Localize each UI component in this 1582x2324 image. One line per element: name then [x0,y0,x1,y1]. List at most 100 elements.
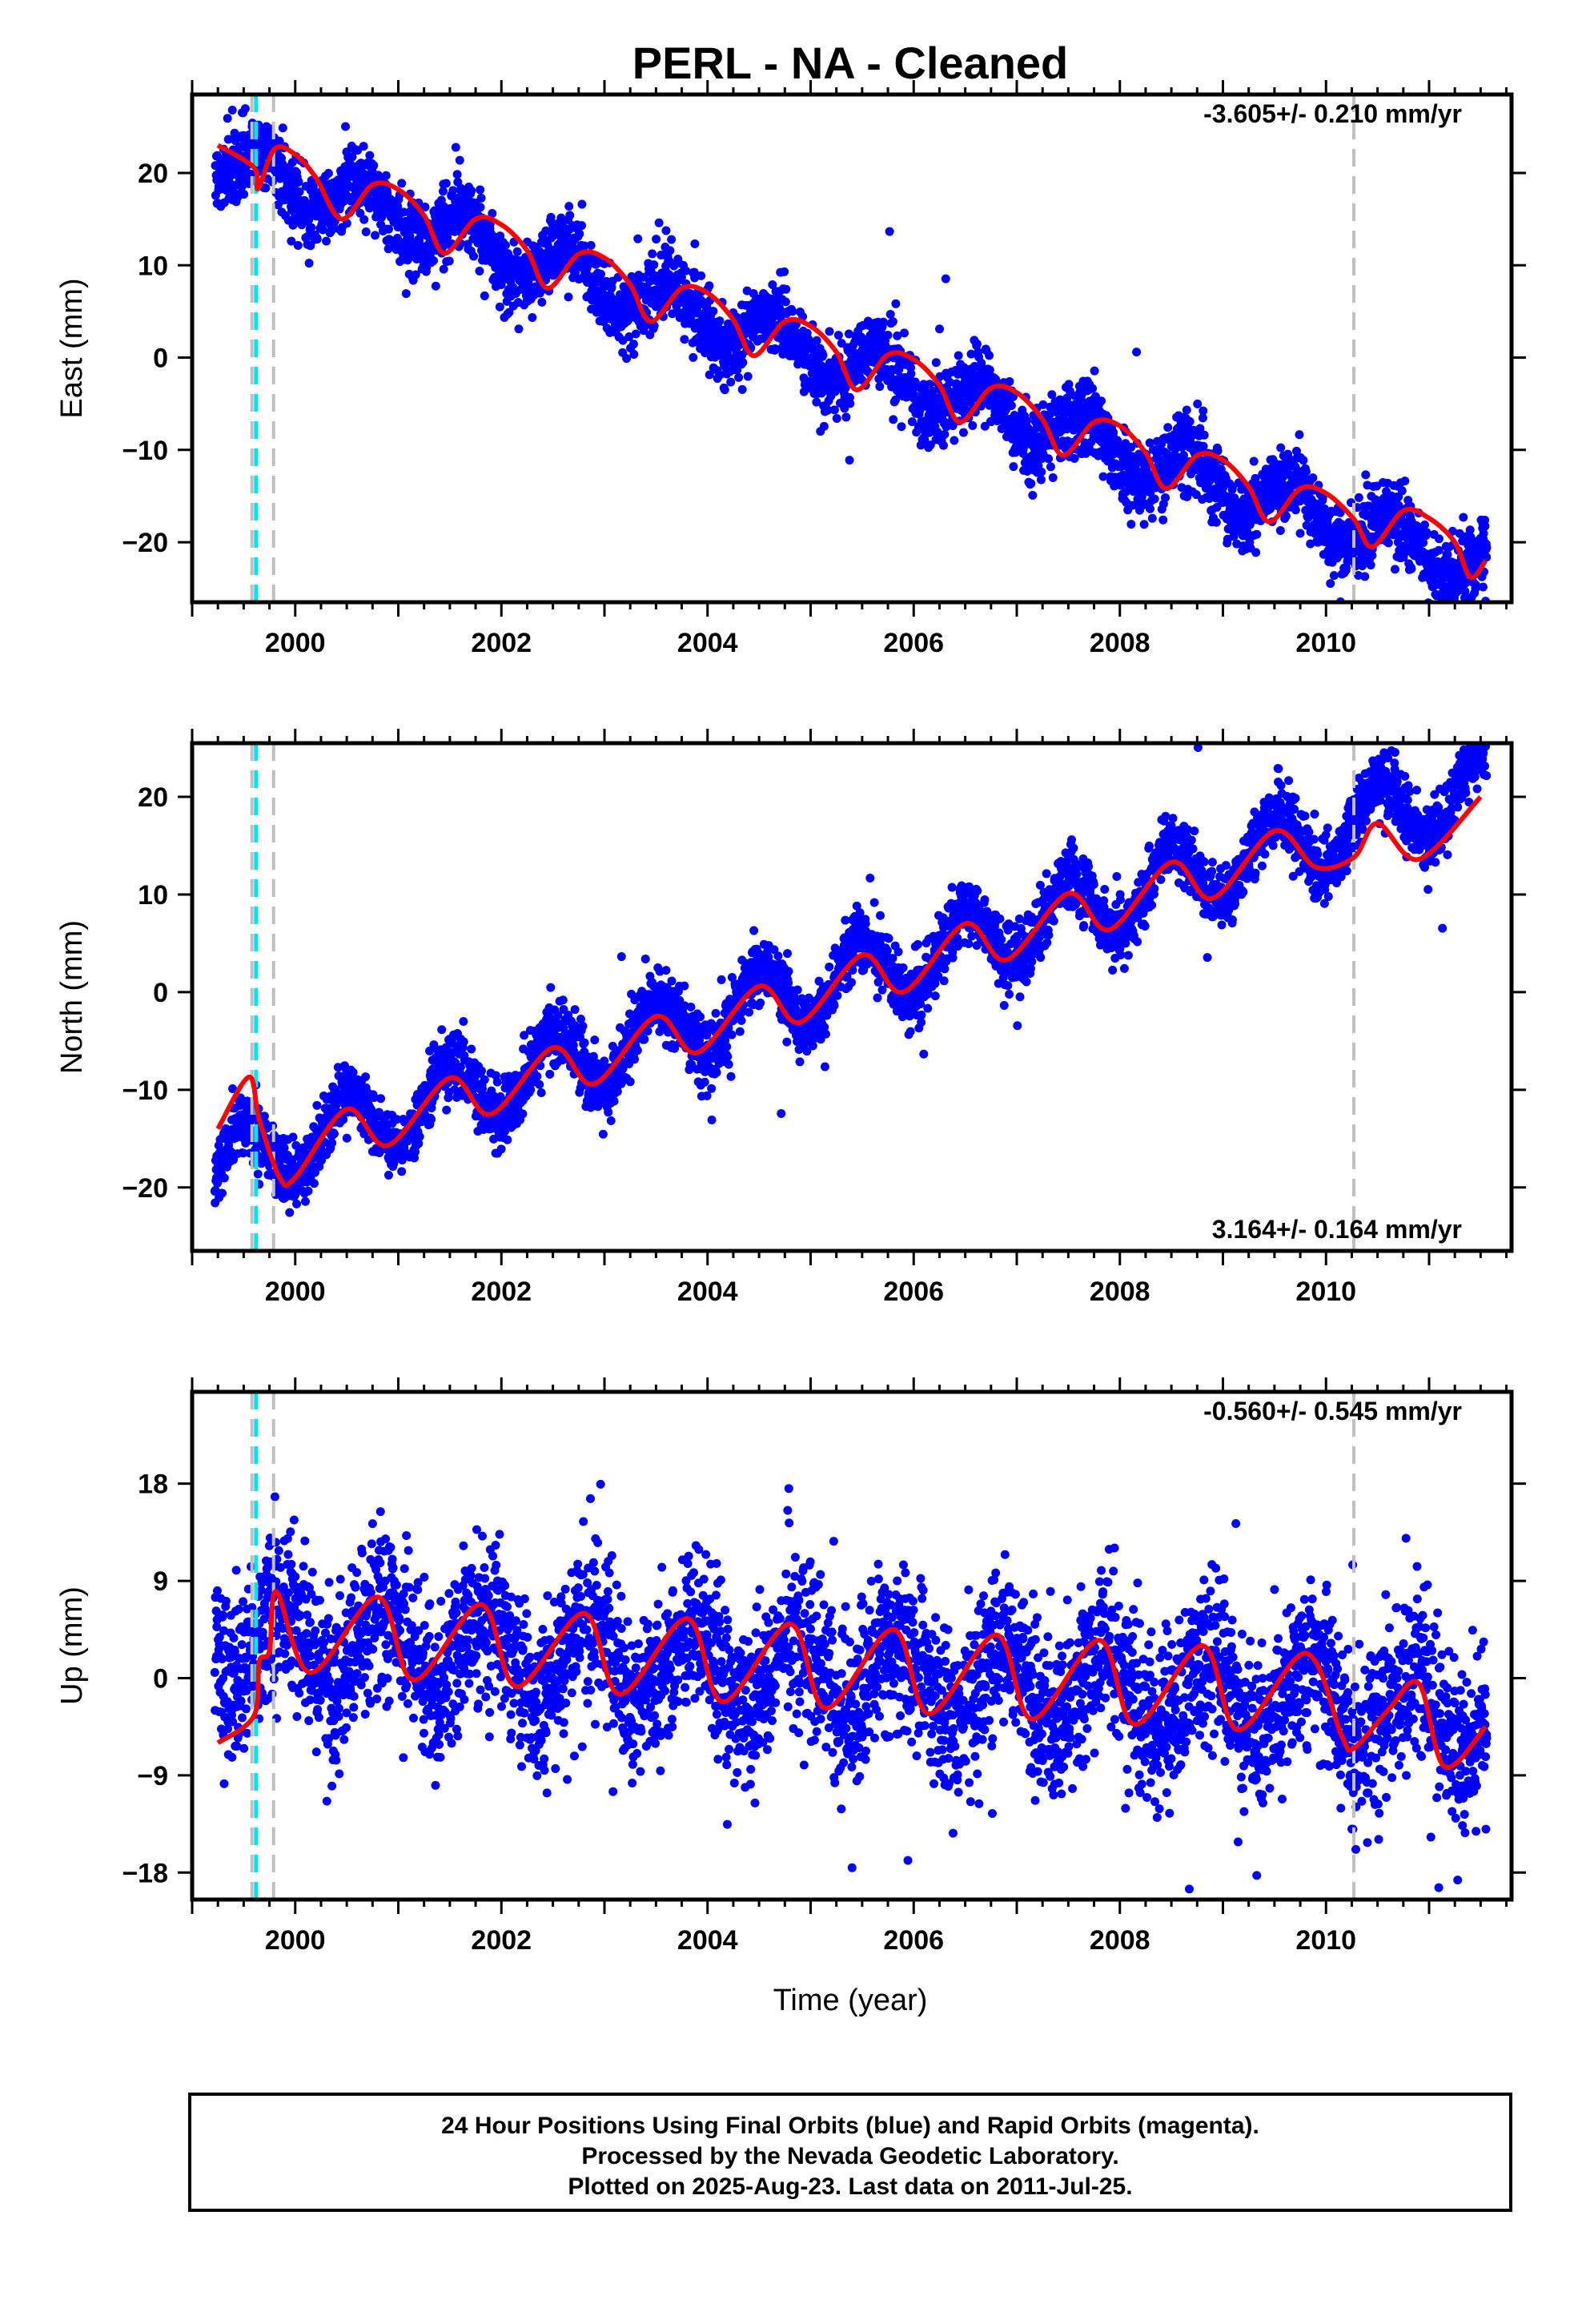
data-point [1158,515,1168,525]
data-point [285,1208,295,1217]
data-point [1308,473,1318,483]
data-point [1150,494,1159,504]
north-panel: 2000 2002 2004 2006 2008 2010−20−1001020North… [55,729,1526,1307]
data-point [307,223,316,232]
data-point [1126,520,1136,529]
data-point [629,349,639,359]
data-point [845,399,855,408]
data-point [318,225,327,235]
data-point [1211,517,1221,527]
data-point [1132,348,1142,357]
data-point [303,231,312,241]
data-point [1090,366,1099,376]
data-point [1455,529,1464,538]
data-point [743,372,753,381]
data-point [931,358,941,368]
data-point [369,161,379,171]
data-point [287,206,297,215]
data-point [1145,438,1154,448]
data-point [1329,571,1339,581]
data-point [295,187,304,196]
data-point [452,170,462,179]
data-point [1146,504,1155,513]
data-point [341,122,351,131]
data-point [535,247,544,256]
data-point [596,269,606,279]
data-point [737,384,747,394]
data-point [495,302,504,312]
y-tick-label: 10 [138,251,168,281]
data-point [715,370,725,380]
data-point [586,240,596,250]
data-point [476,185,485,195]
data-point [665,246,675,255]
data-point [1480,521,1490,531]
data-point [1098,472,1108,481]
data-point [654,218,664,227]
data-point [312,1100,322,1110]
data-point [1036,475,1046,485]
data-point [622,354,632,364]
data-point [1009,462,1018,472]
x-tick-label: 2004 [677,1277,738,1307]
data-point [1367,551,1377,561]
y-tick-label: −20 [122,528,168,558]
data-point [293,240,303,250]
data-point [955,397,965,407]
data-point [564,202,574,211]
data-point [371,231,380,240]
data-point [355,208,365,218]
data-point [239,190,249,199]
data-point [1281,511,1291,521]
data-point [705,370,714,380]
data-point [1479,529,1488,538]
data-point [781,284,791,294]
y-tick-label: −10 [122,1076,168,1106]
data-point [1005,376,1014,386]
data-point [1443,549,1452,559]
data-point [935,324,945,334]
data-point [715,316,725,326]
data-point [899,328,909,338]
data-point [677,272,686,282]
data-point [891,395,901,404]
data-point [383,224,393,234]
data-point [580,241,589,251]
data-point [948,421,958,431]
data-point [381,171,391,180]
data-point [667,235,677,244]
data-point [327,1138,337,1148]
data-point [1419,520,1429,529]
data-point [480,291,489,300]
data-point [833,331,843,340]
x-tick-label: 2006 [883,628,944,658]
data-point [420,203,430,212]
x-tick-label: 2006 [883,1277,944,1307]
data-point [1182,405,1191,415]
data-point [1361,470,1371,480]
data-point [689,352,698,362]
data-point [342,1133,351,1143]
data-point [1465,525,1475,535]
east-rate-label: -3.605+/- 0.210 mm/yr [1203,99,1462,128]
data-point [878,317,888,327]
data-point [537,297,547,307]
data-point [309,1179,319,1188]
data-point [907,417,917,427]
data-point [1213,446,1223,456]
data-point [1191,490,1201,500]
data-point [1139,520,1149,529]
x-tick-label: 2004 [677,628,738,658]
data-point [443,232,452,242]
data-point [1048,472,1058,482]
data-point [962,405,971,415]
y-tick-label: 0 [153,344,168,374]
data-point [448,186,458,195]
data-point [1434,534,1443,544]
y-tick-label: 20 [138,782,168,813]
data-point [1147,513,1157,523]
data-point [628,340,638,349]
data-point [1163,423,1173,432]
data-point [306,241,315,251]
data-point [1097,396,1106,406]
